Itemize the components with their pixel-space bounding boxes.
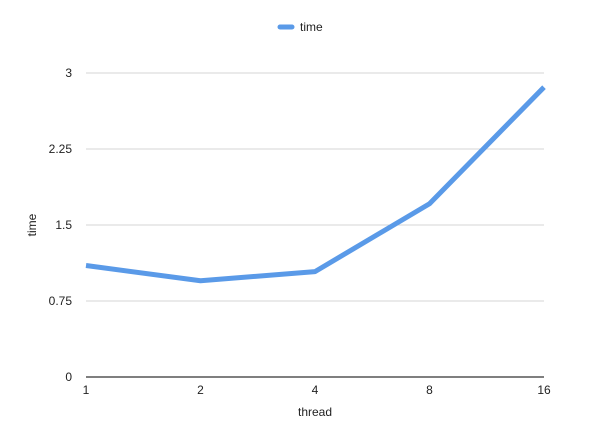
y-tick-label: 0.75 [49, 294, 73, 308]
x-tick-label: 1 [83, 383, 90, 397]
y-axis-tick-labels: 0 0.75 1.5 2.25 3 [49, 66, 73, 384]
legend: time [277, 20, 323, 34]
x-axis-tick-labels: 1 2 4 8 16 [83, 383, 551, 397]
x-tick-label: 2 [197, 383, 204, 397]
x-tick-label: 8 [426, 383, 433, 397]
y-tick-label: 1.5 [55, 218, 72, 232]
x-tick-label: 4 [312, 383, 319, 397]
x-tick-label: 16 [537, 383, 551, 397]
y-tick-label: 0 [65, 370, 72, 384]
y-axis-title: time [25, 213, 39, 236]
gridlines [86, 72, 544, 302]
series-group [85, 85, 546, 284]
y-tick-label: 2.25 [49, 142, 73, 156]
legend-label: time [300, 20, 323, 34]
y-tick-label: 3 [65, 66, 72, 80]
series-line [85, 85, 546, 284]
x-axis-title: thread [298, 405, 332, 419]
